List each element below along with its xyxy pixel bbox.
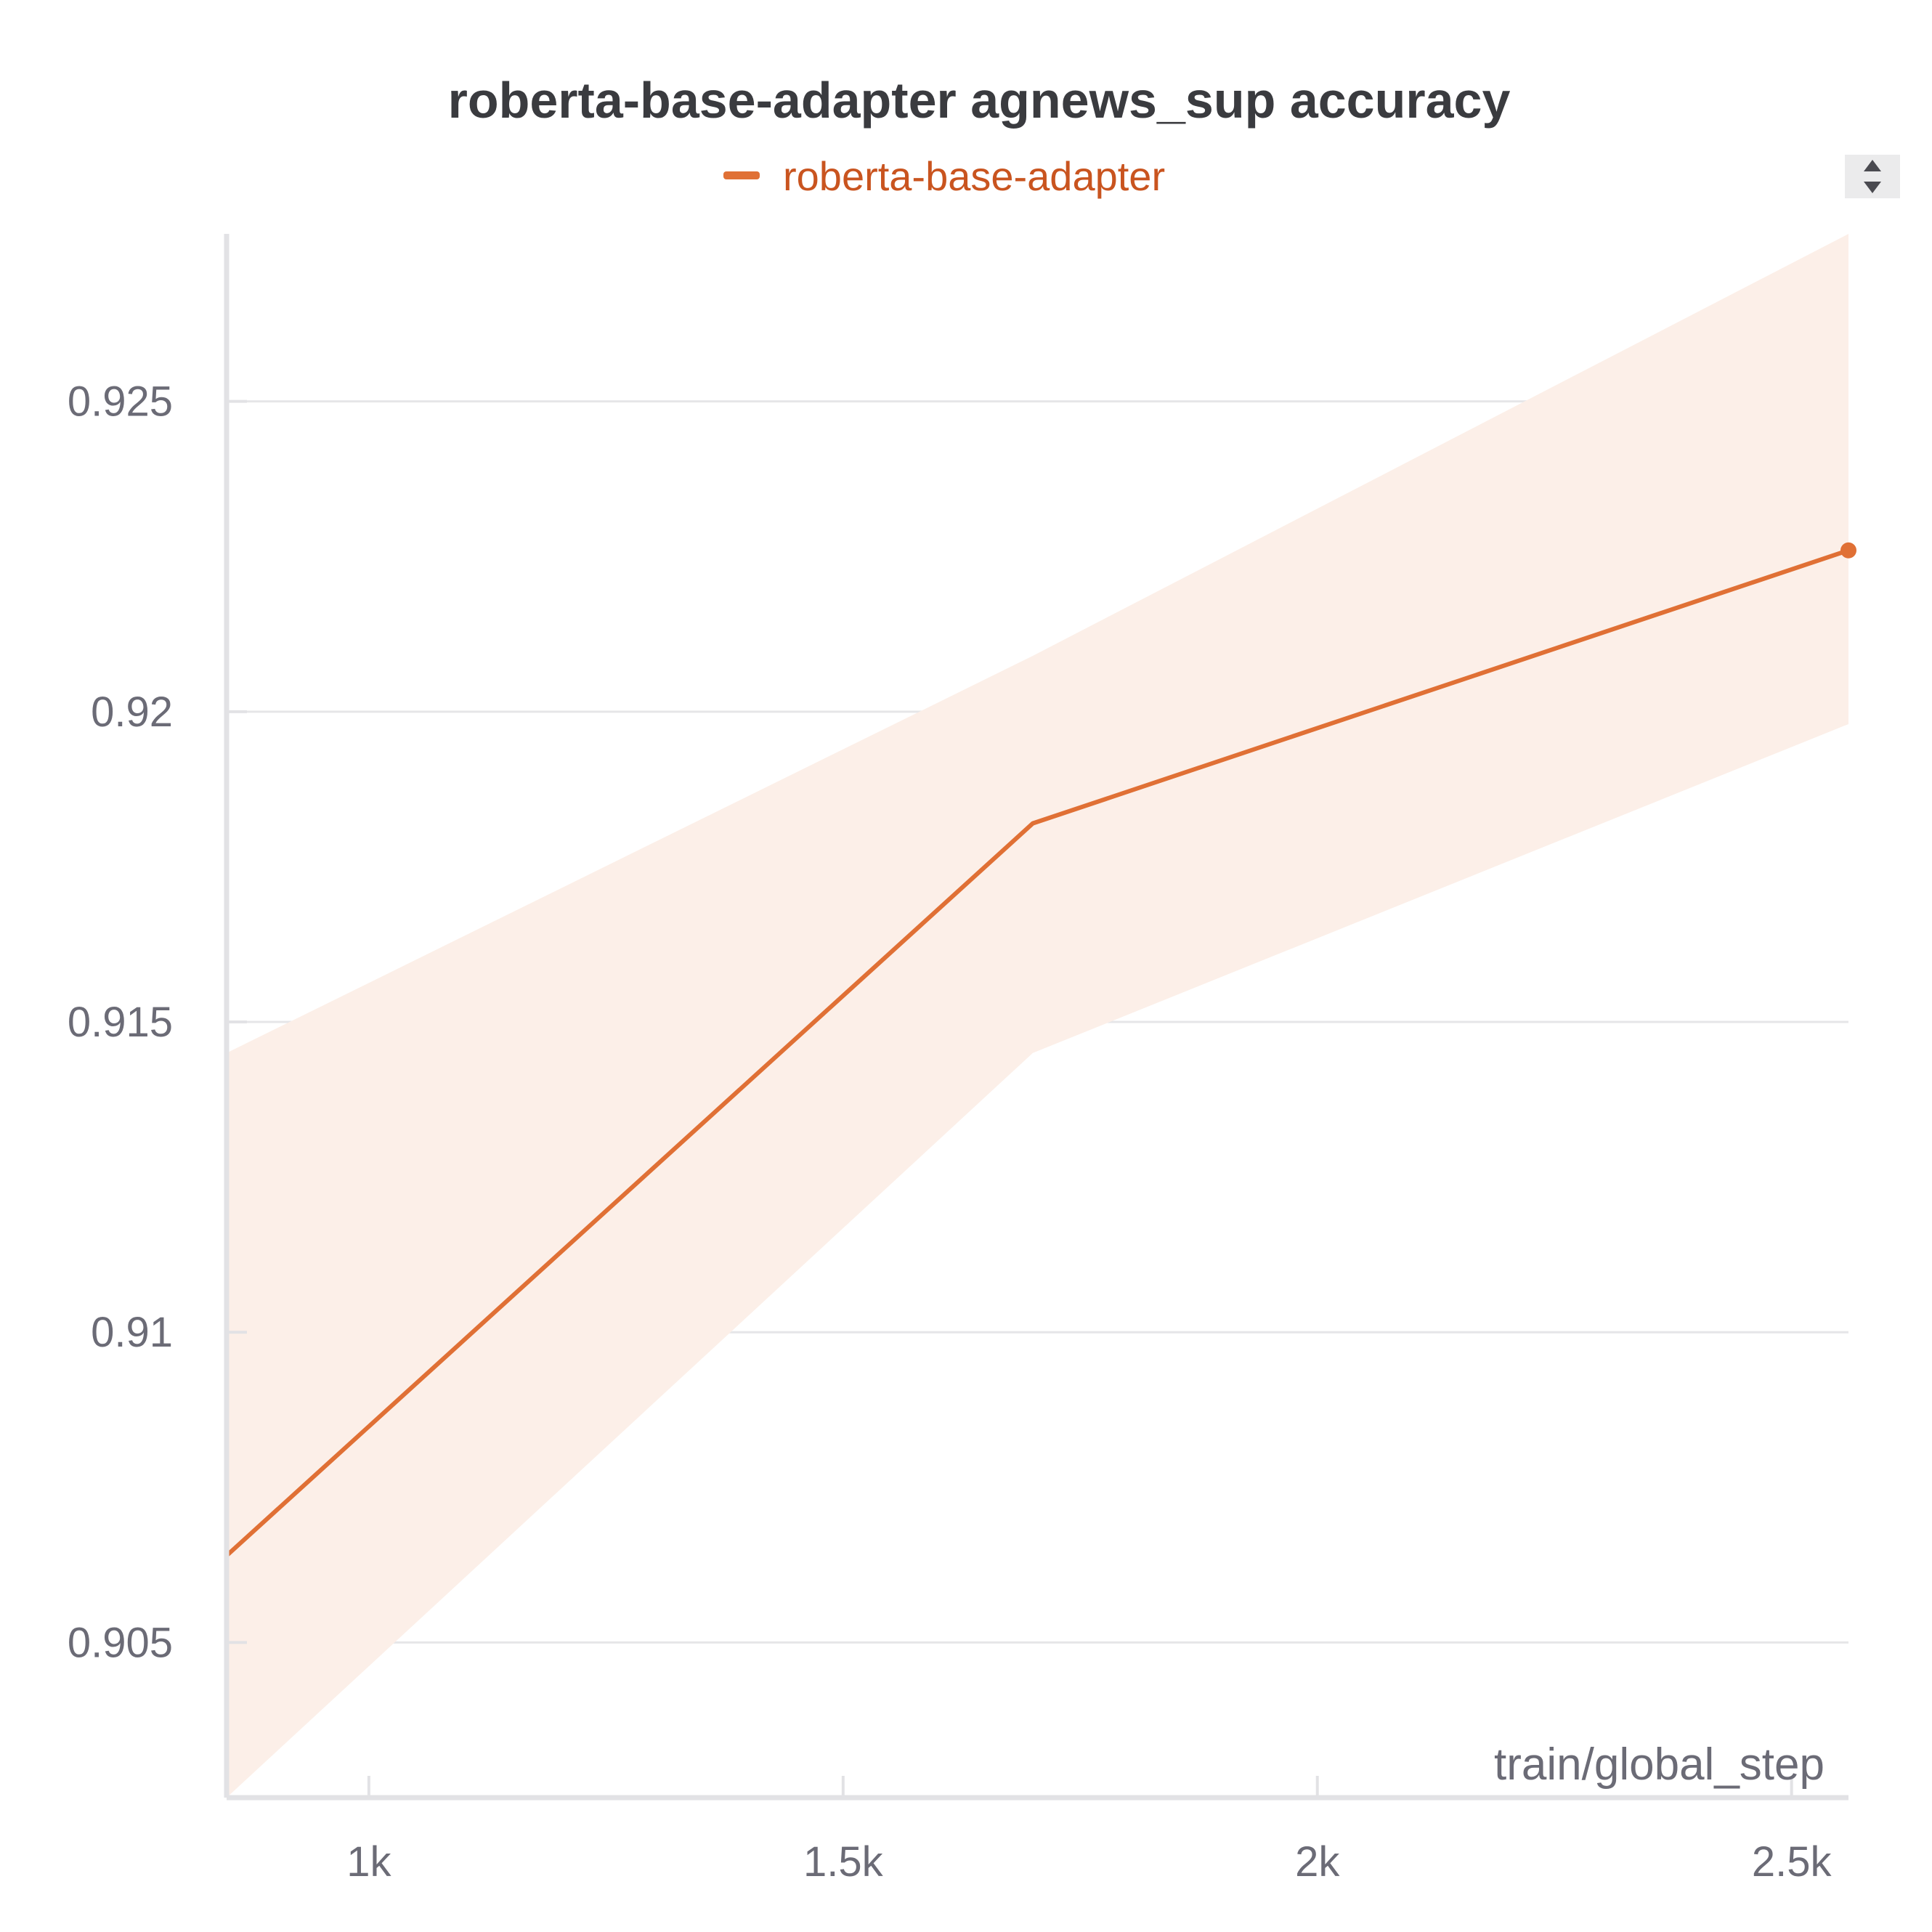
x-tick-label-3: 2.5k	[1752, 1838, 1832, 1886]
x-tick-label-0: 1k	[346, 1838, 391, 1886]
chart-title: roberta-base-adapter agnews_sup accuracy	[448, 72, 1511, 129]
x-axis-ticks: 1k 1.5k 2k 2.5k	[346, 1776, 1832, 1886]
confidence-band	[227, 234, 1848, 1798]
y-tick-label-3: 0.92	[91, 689, 173, 736]
y-tick-label-2: 0.915	[68, 999, 173, 1046]
y-tick-label-0: 0.905	[68, 1619, 173, 1666]
y-axis-ticks: 0.905 0.91 0.915 0.92 0.925	[68, 378, 247, 1666]
data-point-0-2	[1840, 542, 1856, 559]
sort-arrows-icon[interactable]	[1845, 155, 1900, 198]
x-tick-label-1: 1.5k	[803, 1838, 884, 1886]
axes	[224, 234, 1848, 1801]
band-area-0	[227, 234, 1848, 1798]
series-lines	[224, 542, 1856, 1558]
legend[interactable]: roberta-base-adapter	[723, 153, 1165, 199]
y-tick-label-4: 0.925	[68, 378, 173, 426]
legend-swatch	[723, 171, 760, 179]
y-tick-label-1: 0.91	[91, 1309, 173, 1356]
x-axis-label: train/global_step	[1494, 1740, 1825, 1790]
legend-label: roberta-base-adapter	[783, 153, 1165, 199]
x-tick-label-2: 2k	[1295, 1838, 1340, 1886]
